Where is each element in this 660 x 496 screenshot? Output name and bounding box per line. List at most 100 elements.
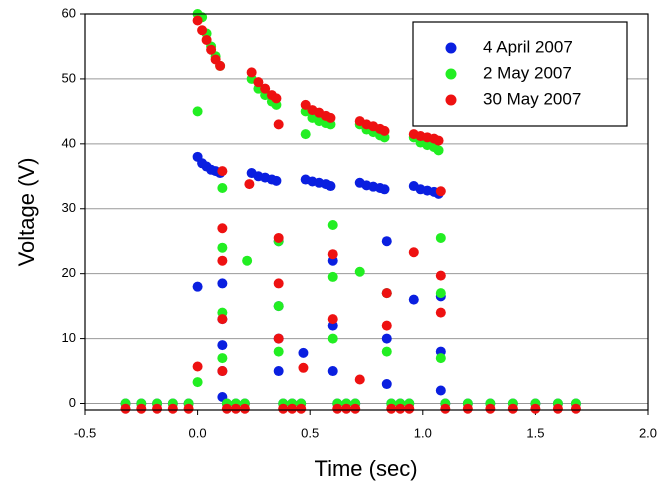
- point: [381, 346, 392, 357]
- point: [379, 184, 390, 195]
- point: [354, 266, 365, 277]
- point: [273, 333, 284, 344]
- point: [435, 288, 446, 299]
- point: [192, 106, 203, 117]
- point: [570, 403, 581, 414]
- point: [485, 403, 496, 414]
- point: [192, 281, 203, 292]
- point: [296, 403, 307, 414]
- point: [192, 361, 203, 372]
- point: [440, 403, 451, 414]
- point: [386, 403, 397, 414]
- point: [273, 278, 284, 289]
- point: [435, 353, 446, 364]
- x-tick-label: 0.5: [301, 425, 319, 440]
- y-tick-label: 50: [62, 70, 76, 85]
- point: [433, 145, 444, 156]
- legend: 4 April 2007 2 May 2007 30 May 2007: [412, 21, 628, 127]
- point: [278, 403, 289, 414]
- x-tick-label: -0.5: [74, 425, 96, 440]
- point: [341, 403, 352, 414]
- point: [271, 175, 282, 186]
- y-axis-title: Voltage (V): [14, 158, 39, 267]
- point: [435, 385, 446, 396]
- point: [246, 67, 257, 78]
- point: [435, 232, 446, 243]
- point: [273, 232, 284, 243]
- point: [253, 77, 264, 88]
- point: [217, 278, 228, 289]
- marks: [120, 9, 581, 414]
- point: [381, 236, 392, 247]
- legend-marker: [445, 68, 457, 80]
- point: [152, 403, 163, 414]
- point: [327, 271, 338, 282]
- point: [197, 25, 208, 36]
- point: [327, 219, 338, 230]
- plot-frame: [84, 13, 649, 411]
- point: [462, 403, 473, 414]
- point: [287, 403, 298, 414]
- point: [300, 99, 311, 110]
- point: [327, 314, 338, 325]
- point: [350, 403, 361, 414]
- legend-marker: [445, 94, 457, 106]
- y-tick-label: 60: [62, 5, 76, 20]
- point: [120, 403, 131, 414]
- point: [217, 223, 228, 234]
- point: [273, 346, 284, 357]
- point: [507, 403, 518, 414]
- point: [379, 125, 390, 136]
- point: [136, 403, 147, 414]
- legend-label: 2 May 2007: [483, 63, 572, 82]
- point: [381, 333, 392, 344]
- point: [298, 347, 309, 358]
- point: [206, 44, 217, 55]
- point: [217, 340, 228, 351]
- point: [327, 333, 338, 344]
- point: [201, 34, 212, 45]
- point: [325, 112, 336, 123]
- point: [435, 186, 446, 197]
- legend-label: 4 April 2007: [483, 37, 573, 56]
- point: [192, 377, 203, 388]
- point: [435, 270, 446, 281]
- point: [217, 366, 228, 377]
- point: [167, 403, 178, 414]
- point: [244, 179, 255, 190]
- legend-marker: [445, 42, 457, 54]
- point: [381, 288, 392, 299]
- grid: 0 10 20 30 40 50 60 -0.5 0.0 0.5 1.0 1.5 2.0: [62, 5, 658, 440]
- legend-box: [412, 21, 628, 127]
- point: [260, 83, 271, 94]
- point: [273, 119, 284, 130]
- point: [273, 366, 284, 377]
- point: [298, 362, 309, 373]
- point: [381, 379, 392, 390]
- point: [230, 403, 241, 414]
- point: [435, 307, 446, 318]
- point: [273, 301, 284, 312]
- point: [239, 403, 250, 414]
- point: [404, 403, 415, 414]
- point: [217, 242, 228, 253]
- legend-label: 30 May 2007: [483, 89, 581, 108]
- x-tick-label: 2.0: [639, 425, 657, 440]
- x-axis-title: Time (sec): [314, 456, 417, 481]
- point: [221, 403, 232, 414]
- point: [192, 15, 203, 26]
- point: [381, 320, 392, 331]
- point: [242, 255, 253, 266]
- point: [552, 403, 563, 414]
- point: [408, 247, 419, 258]
- y-tick-label: 20: [62, 265, 76, 280]
- point: [217, 353, 228, 364]
- point: [327, 366, 338, 377]
- point: [354, 374, 365, 385]
- point: [183, 403, 194, 414]
- point: [332, 403, 343, 414]
- point: [215, 60, 226, 71]
- y-tick-label: 0: [69, 395, 76, 410]
- y-tick-label: 10: [62, 330, 76, 345]
